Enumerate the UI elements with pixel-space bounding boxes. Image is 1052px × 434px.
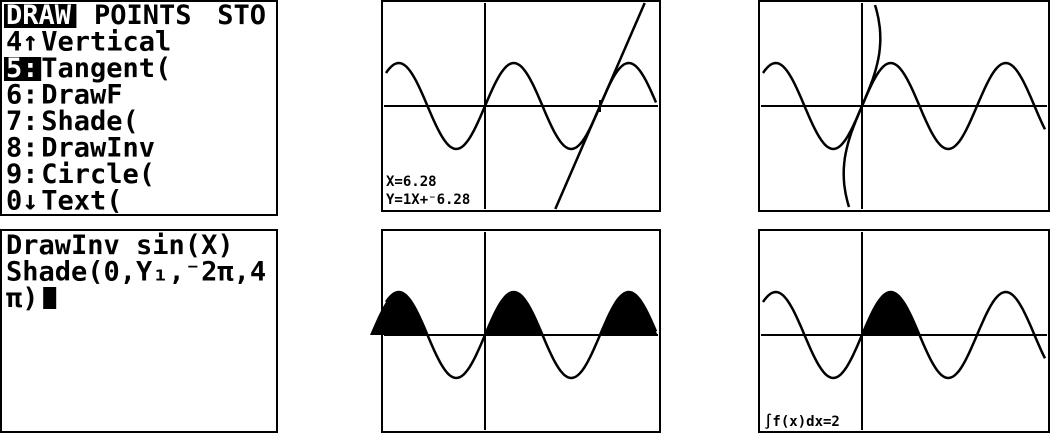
page: DRAWPOINTSSTO4↑Vertical5:Tangent(6:DrawF… <box>0 0 1052 434</box>
home-line: π) <box>6 283 39 314</box>
menu-key: 0↓ <box>6 186 39 217</box>
trace-x: X=6.28 <box>386 174 437 190</box>
menu-tab: STO <box>217 0 266 31</box>
home-line: Shade(0,Y₁,⁻2π,4 <box>6 257 266 288</box>
menu-label: Text( <box>41 186 122 217</box>
screens: DRAWPOINTSSTO4↑Vertical5:Tangent(6:DrawF… <box>0 0 1052 434</box>
tangent-equation: Y=1X+⁻6.28 <box>386 192 470 208</box>
integral-result: ∫f(x)dx=2 <box>764 413 840 430</box>
cursor <box>43 287 56 309</box>
